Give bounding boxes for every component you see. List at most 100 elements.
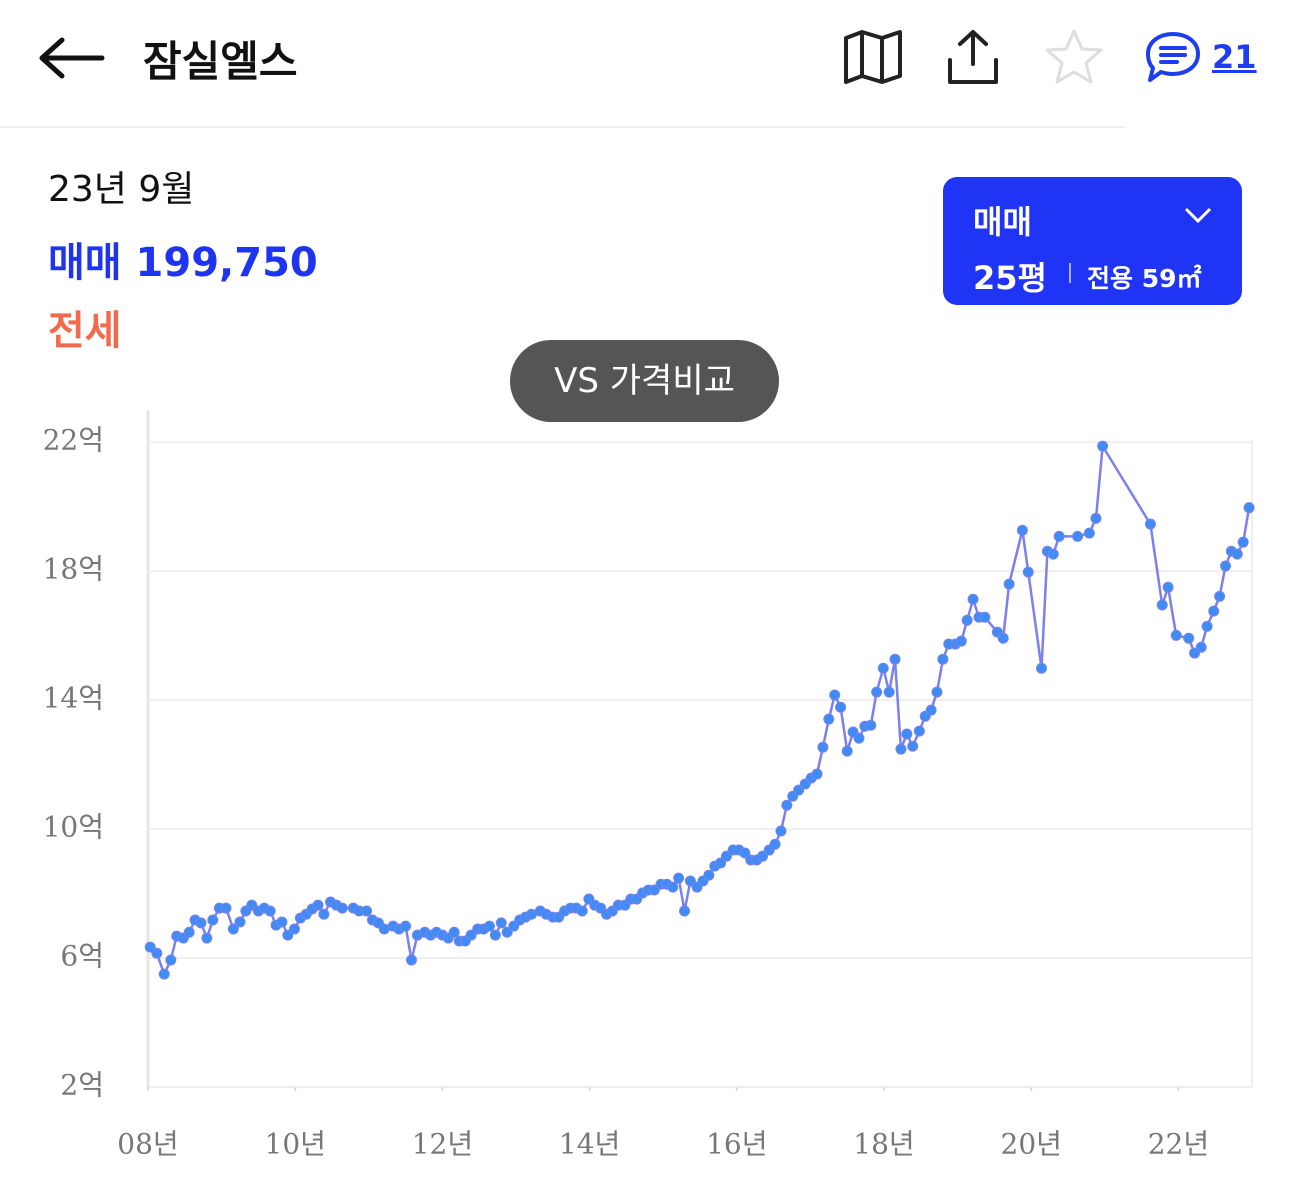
price-point xyxy=(979,611,991,623)
price-point xyxy=(227,923,239,935)
price-point xyxy=(1036,662,1048,674)
price-point xyxy=(775,825,787,837)
price-point xyxy=(955,635,967,647)
price-point xyxy=(220,902,232,914)
price-point xyxy=(1047,548,1059,560)
price-point xyxy=(877,662,889,674)
map-icon[interactable] xyxy=(842,28,904,86)
x-tick-label: 16년 xyxy=(706,1128,767,1161)
price-point xyxy=(1243,502,1255,514)
price-point xyxy=(1022,566,1034,578)
price-point xyxy=(495,917,507,929)
price-point xyxy=(829,689,841,701)
price-point xyxy=(201,932,213,944)
price-point xyxy=(400,920,412,932)
price-point xyxy=(961,614,973,626)
y-tick-label: 10억 xyxy=(43,811,104,844)
price-point xyxy=(817,741,829,753)
price-point xyxy=(1053,530,1065,542)
price-point xyxy=(165,954,177,966)
trade-label: 매매 xyxy=(48,240,122,286)
price-point xyxy=(883,686,895,698)
price-point xyxy=(1016,524,1028,536)
price-point xyxy=(318,908,330,920)
price-point xyxy=(1201,620,1213,632)
price-point xyxy=(158,968,170,980)
price-point xyxy=(207,914,219,926)
price-point xyxy=(1214,590,1226,602)
price-point xyxy=(871,686,883,698)
price-point xyxy=(835,701,847,713)
price-point xyxy=(195,917,207,929)
price-line xyxy=(149,444,1251,976)
y-tick-label: 6억 xyxy=(60,940,104,973)
x-tick-label: 12년 xyxy=(412,1128,473,1161)
price-point xyxy=(1231,548,1243,560)
price-point xyxy=(489,929,501,941)
favorite-icon[interactable] xyxy=(1043,27,1105,87)
price-point xyxy=(1162,581,1174,593)
price-point xyxy=(913,725,925,737)
area: 전용 59㎡ xyxy=(1087,264,1202,293)
price-point xyxy=(673,872,685,884)
y-tick-label: 14억 xyxy=(43,682,104,715)
price-point xyxy=(1090,512,1102,524)
price-point xyxy=(405,954,417,966)
price-point xyxy=(931,686,943,698)
y-tick-label: 2억 xyxy=(60,1069,104,1102)
price-point xyxy=(841,745,853,757)
x-tick-label: 10년 xyxy=(265,1128,326,1161)
price-point xyxy=(1072,530,1084,542)
price-point xyxy=(889,653,901,665)
trade-price: 매매 199,750 xyxy=(48,230,318,288)
price-point xyxy=(1237,536,1249,548)
compare-button[interactable]: VS 가격비교 xyxy=(510,340,779,422)
comment-icon[interactable] xyxy=(1144,30,1202,84)
divider xyxy=(0,126,1125,128)
type-selector[interactable]: 매매 25평 전용 59㎡ xyxy=(943,177,1242,305)
price-chart: 2억 6억 10억 14억 18억 22억 08년 10년 12년 14년 16년 18년 20년 22년 xyxy=(43,410,1255,1161)
price-point xyxy=(1083,527,1095,539)
price-point xyxy=(703,869,715,881)
price-point xyxy=(811,768,823,780)
y-tick-label: 18억 xyxy=(43,553,104,586)
price-point xyxy=(151,947,163,959)
price-point xyxy=(901,728,913,740)
price-point xyxy=(1097,440,1109,452)
price-point xyxy=(907,740,919,752)
price-point xyxy=(865,719,877,731)
price-point xyxy=(576,905,588,917)
price-point xyxy=(925,704,937,716)
x-tick-label: 18년 xyxy=(853,1128,914,1161)
selected-date: 23년 9월 xyxy=(48,169,195,210)
price-point xyxy=(667,881,679,893)
x-tick-label: 14년 xyxy=(559,1128,620,1161)
price-point xyxy=(336,902,348,914)
deal-type: 매매 xyxy=(973,203,1032,241)
jeonse-label: 전세 xyxy=(48,308,122,354)
y-tick-label: 22억 xyxy=(43,424,104,457)
comment-count[interactable]: 21 xyxy=(1212,38,1257,76)
price-point xyxy=(288,923,300,935)
page-title: 잠실엘스 xyxy=(143,37,298,86)
price-point xyxy=(679,905,691,917)
price-point xyxy=(183,926,195,938)
price-point xyxy=(1220,560,1232,572)
x-tick-label: 20년 xyxy=(1001,1128,1062,1161)
price-point xyxy=(1170,629,1182,641)
price-point xyxy=(448,926,460,938)
trade-value: 199,750 xyxy=(135,240,318,286)
price-point xyxy=(264,905,276,917)
price-point xyxy=(937,653,949,665)
price-point xyxy=(1144,518,1156,530)
share-icon[interactable] xyxy=(944,26,1002,88)
price-point xyxy=(484,920,496,932)
x-tick-label: 22년 xyxy=(1148,1128,1209,1161)
back-button[interactable] xyxy=(38,36,108,80)
price-point xyxy=(967,593,979,605)
price-point xyxy=(823,713,835,725)
price-point xyxy=(853,732,865,744)
price-point xyxy=(276,916,288,928)
price-point xyxy=(895,743,907,755)
